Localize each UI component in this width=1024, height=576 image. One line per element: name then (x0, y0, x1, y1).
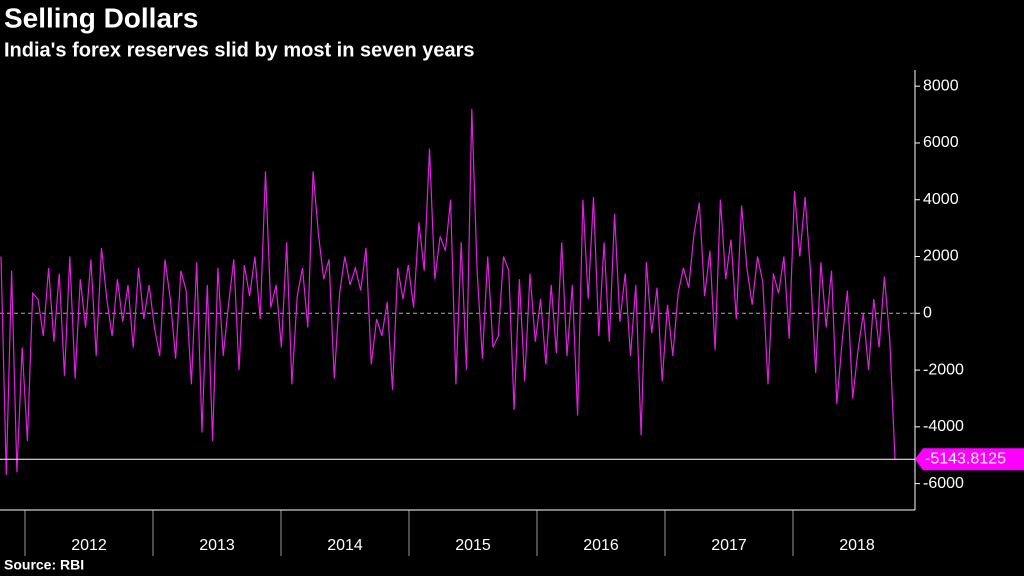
last-value-box (915, 448, 1024, 471)
x-tick-label: 2016 (583, 537, 619, 554)
x-tick-label: 2013 (199, 537, 235, 554)
y-tick-label: 0 (923, 305, 932, 322)
y-tick-label: 8000 (923, 77, 959, 94)
y-tick-label: 6000 (923, 134, 959, 151)
y-tick-label: -2000 (923, 361, 964, 378)
y-tick-label: -4000 (923, 418, 964, 435)
x-tick-label: 2015 (455, 537, 491, 554)
x-tick-label: 2017 (711, 537, 747, 554)
chart-subtitle: India's forex reserves slid by most in s… (4, 39, 475, 61)
x-tick-label: 2018 (839, 537, 875, 554)
data-line (0, 108, 896, 476)
source: Source: RBI (4, 557, 84, 573)
chart-title: Selling Dollars (4, 2, 199, 33)
y-tick-label: -6000 (923, 475, 964, 492)
y-tick-label: 4000 (923, 191, 959, 208)
x-tick-label: 2014 (327, 537, 363, 554)
y-tick-label: 2000 (923, 248, 959, 265)
last-value-label: -5143.8125 (925, 451, 1006, 468)
x-tick-label: 2012 (71, 537, 107, 554)
